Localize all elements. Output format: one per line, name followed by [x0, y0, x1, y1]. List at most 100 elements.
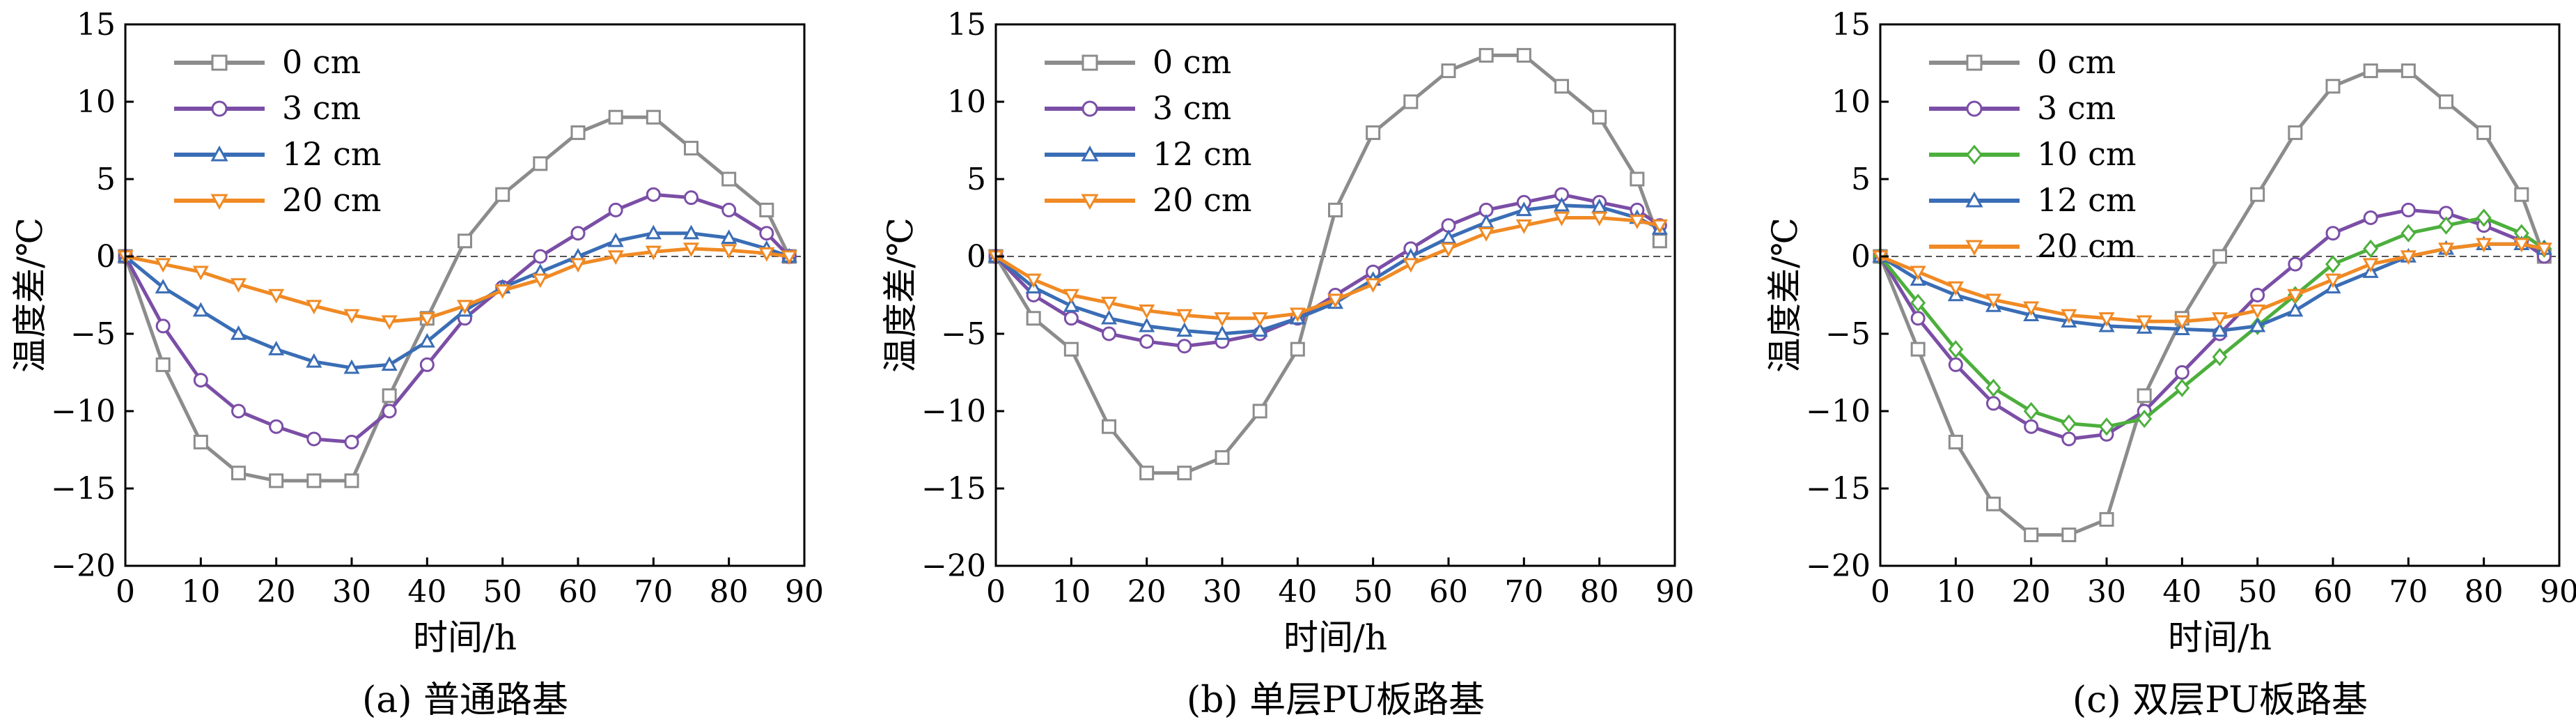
data-point — [533, 156, 548, 171]
data-point — [1403, 258, 1419, 273]
data-point — [269, 473, 284, 488]
data-point — [155, 279, 171, 294]
series-3cm — [1873, 202, 2552, 447]
x-tick-label: 80 — [2465, 574, 2504, 610]
data-point — [1986, 396, 2001, 411]
legend: 0 cm 3 cm 12 cm 20 cm — [174, 43, 382, 219]
data-point — [2400, 250, 2417, 265]
legend-label: 10 cm — [2037, 135, 2137, 173]
data-point — [2137, 388, 2152, 403]
x-axis-label: 时间/h — [1283, 617, 1387, 658]
data-point — [2362, 258, 2379, 273]
data-point — [2061, 431, 2077, 447]
data-point — [306, 353, 322, 368]
legend-label: 0 cm — [282, 43, 361, 81]
data-point — [759, 226, 774, 241]
x-tick-label: 20 — [1127, 574, 1166, 610]
data-point — [306, 300, 322, 315]
data-point — [1176, 309, 1193, 324]
y-tick-label: −15 — [921, 471, 986, 507]
legend-marker — [1965, 240, 1983, 256]
data-point — [682, 224, 700, 240]
data-point — [2476, 208, 2492, 227]
data-point — [1215, 450, 1230, 465]
data-point — [2401, 63, 2416, 79]
data-point — [1063, 288, 1079, 304]
legend-marker — [1082, 100, 1098, 117]
data-point — [1515, 201, 1532, 217]
data-point — [570, 125, 586, 140]
data-point — [2514, 187, 2529, 202]
data-point — [192, 302, 209, 317]
data-point — [2173, 315, 2190, 330]
data-point — [1986, 496, 2001, 511]
data-point — [1591, 211, 1608, 226]
x-tick-label: 40 — [407, 574, 446, 610]
data-point — [1478, 47, 1494, 63]
data-point — [2363, 239, 2379, 259]
plot-frame — [994, 23, 1676, 567]
data-point — [1251, 322, 1268, 337]
data-point — [645, 245, 662, 261]
data-point — [2439, 94, 2453, 109]
plot-frame — [1879, 23, 2561, 567]
data-point — [381, 356, 398, 371]
data-point — [1516, 47, 1531, 63]
y-axis-label: 温度差/℃ — [10, 217, 50, 373]
data-point — [2536, 242, 2552, 257]
y-tick-label: −20 — [51, 548, 116, 584]
data-point — [1100, 296, 1118, 311]
data-point — [1592, 109, 1607, 125]
legend-marker — [210, 145, 228, 162]
y-tick-label: −20 — [921, 548, 986, 584]
x-tick-label: 60 — [1429, 574, 1468, 610]
data-point — [1948, 357, 1963, 372]
data-point — [608, 109, 623, 125]
data-point — [607, 232, 624, 247]
data-point — [1554, 79, 1569, 94]
chart-panel: 0 10 20 30 40 50 60 70 80 90 −20 −15 −10 −5 0 5 10 15 时间/h… — [880, 7, 1694, 721]
data-point — [1365, 278, 1382, 293]
data-point — [456, 300, 474, 315]
y-tick-label: −10 — [1806, 394, 1871, 429]
data-point — [1289, 307, 1306, 323]
data-point — [2363, 63, 2378, 79]
series-line — [994, 203, 1661, 336]
x-axis-label: 时间/h — [413, 617, 517, 658]
data-point — [230, 325, 247, 340]
y-tick-label: −5 — [941, 316, 986, 352]
x-tick-label: 10 — [1936, 574, 1975, 610]
data-point — [193, 434, 208, 449]
data-point — [2137, 409, 2153, 429]
data-point — [1553, 211, 1570, 226]
legend-marker — [211, 100, 228, 117]
series-0cm — [1873, 63, 2552, 543]
data-point — [343, 309, 360, 324]
data-point — [1515, 219, 1532, 234]
legend: 0 cm 3 cm 10 cm 12 cm 20 cm — [1929, 43, 2137, 265]
legend-marker — [211, 54, 228, 71]
data-point — [2437, 242, 2455, 257]
x-tick-label: 0 — [116, 574, 135, 610]
legend: 0 cm 3 cm 12 cm 20 cm — [1045, 43, 1252, 219]
data-point — [1440, 242, 1457, 257]
y-tick-label: 5 — [96, 162, 116, 197]
legend-marker — [1082, 54, 1098, 71]
y-tick-label: −5 — [70, 316, 116, 352]
x-tick-label: 0 — [1871, 574, 1890, 610]
data-point — [682, 242, 700, 257]
data-point — [1026, 311, 1041, 326]
data-point — [759, 202, 774, 217]
x-tick-label: 60 — [559, 574, 598, 610]
x-tick-label: 40 — [1278, 574, 1317, 610]
y-tick-label: −20 — [1806, 548, 1871, 584]
data-point — [1177, 465, 1192, 481]
data-point — [458, 233, 472, 249]
data-point — [2288, 125, 2303, 140]
data-point — [1214, 312, 1231, 327]
legend-label: 0 cm — [2037, 43, 2116, 81]
data-point — [2061, 414, 2077, 433]
data-point — [1100, 309, 1118, 325]
y-tick-label: 5 — [967, 162, 986, 197]
legend-label: 20 cm — [1153, 181, 1252, 219]
